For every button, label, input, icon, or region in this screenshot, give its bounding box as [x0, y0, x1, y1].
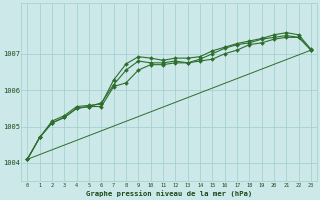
X-axis label: Graphe pression niveau de la mer (hPa): Graphe pression niveau de la mer (hPa)	[86, 190, 252, 197]
